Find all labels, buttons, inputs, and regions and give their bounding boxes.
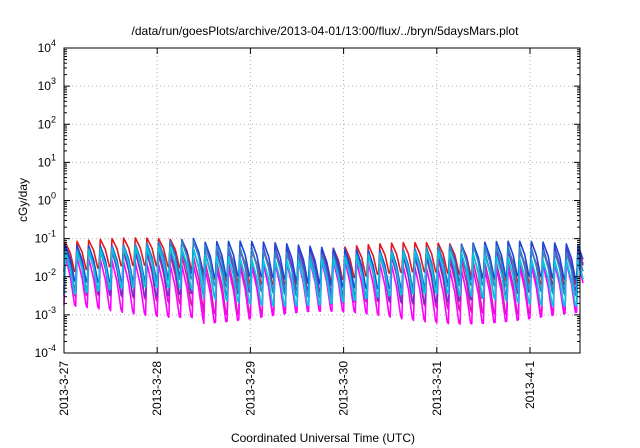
x-tick-label: 2013-3-30 xyxy=(337,361,351,416)
y-tick-label: 10-4 xyxy=(35,343,56,360)
x-tick-label: 2013-4-1 xyxy=(523,361,537,409)
x-axis-label: Coordinated Universal Time (UTC) xyxy=(231,431,415,445)
y-tick-label: 101 xyxy=(38,152,56,169)
y-tick-label: 103 xyxy=(38,76,56,93)
y-tick-label: 100 xyxy=(38,191,56,208)
plot-frame xyxy=(63,47,581,354)
x-axis-ticks: 2013-3-27 2013-3-28 2013-3-29 2013-3-30 2013… xyxy=(57,48,537,416)
y-axis-ticks: 10-4 10-3 10-2 10-1 100 101 102 103 104 xyxy=(35,38,580,360)
y-tick-label: 10-2 xyxy=(35,267,56,284)
x-tick-label: 2013-3-28 xyxy=(150,361,164,416)
x-tick-label: 2013-3-27 xyxy=(57,361,71,416)
y-tick-label: 10-3 xyxy=(35,305,56,322)
grid-lines xyxy=(64,48,580,353)
y-tick-label: 10-1 xyxy=(35,229,56,246)
chart-title: /data/run/goesPlots/archive/2013-04-01/1… xyxy=(132,24,520,38)
y-axis-label: cGy/day xyxy=(16,178,30,222)
x-tick-label: 2013-3-31 xyxy=(430,361,444,416)
data-series xyxy=(63,237,584,325)
series-line xyxy=(63,246,584,307)
y-tick-label: 104 xyxy=(38,38,56,55)
x-tick-label: 2013-3-29 xyxy=(243,361,257,416)
y-tick-label: 102 xyxy=(38,114,56,131)
